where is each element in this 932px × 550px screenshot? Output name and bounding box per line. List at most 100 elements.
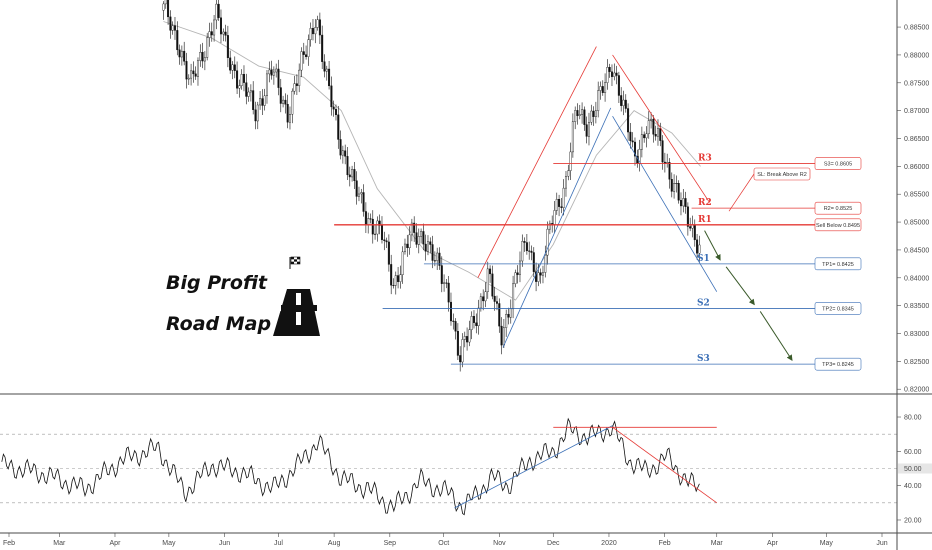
candle-body <box>180 50 183 58</box>
candle-body <box>647 120 650 134</box>
level-label-r2: R2 <box>698 198 712 208</box>
candle <box>505 309 508 337</box>
candle <box>222 28 225 42</box>
level-box[interactable]: Sell Below 0.8495 <box>814 218 862 232</box>
candle-body <box>263 95 266 106</box>
candle-body <box>433 260 436 262</box>
candle-body <box>314 27 317 35</box>
candle-body <box>684 198 687 207</box>
candle <box>408 226 411 255</box>
candle-body <box>491 273 494 297</box>
level-box-text: TP1= 0.8425 <box>822 262 854 268</box>
candle-body <box>581 109 584 115</box>
candle <box>537 264 540 287</box>
candle-body <box>449 301 452 322</box>
candle-body <box>242 73 245 83</box>
candle <box>217 0 220 21</box>
candle <box>558 194 561 217</box>
time-tick-label: Nov <box>493 540 506 547</box>
candle-body <box>668 162 671 180</box>
candle <box>279 78 282 113</box>
candle-body <box>640 134 643 150</box>
candle-body <box>305 54 308 57</box>
candle-body <box>505 313 508 328</box>
candle-body <box>482 296 485 302</box>
level-box[interactable]: TP1= 0.8425 <box>814 257 862 271</box>
candle-body <box>523 241 526 243</box>
candle <box>178 44 181 65</box>
candle-body <box>576 110 579 116</box>
price-pane[interactable]: R3 S3= 0.8605 R2 R2= 0.8525 R1 Sell Below 0.8… <box>162 0 862 372</box>
candle <box>288 106 291 130</box>
checkered-flag-icon <box>289 256 301 269</box>
price-tick-label: 0.86000 <box>904 164 929 171</box>
candle <box>560 197 563 214</box>
price-tick-label: 0.83000 <box>904 331 929 338</box>
candle-body <box>229 57 232 71</box>
candle-body <box>514 272 517 285</box>
candle <box>597 81 600 118</box>
level-box[interactable]: R2= 0.8525 <box>814 201 862 215</box>
candle <box>466 327 469 351</box>
candle-body <box>307 39 310 57</box>
candle-body <box>362 192 365 212</box>
candle-body <box>233 64 236 71</box>
candle-body <box>173 25 176 31</box>
title-line-1: Big Profit <box>166 272 268 294</box>
candle <box>190 63 193 86</box>
candle-body <box>332 106 335 110</box>
candle <box>353 162 356 189</box>
candle-body <box>627 108 630 133</box>
time-tick-label: May <box>162 540 176 547</box>
candle <box>272 66 275 85</box>
candle <box>397 267 400 289</box>
candle-body <box>298 69 301 86</box>
candle-body <box>422 231 425 245</box>
candle-body <box>555 199 558 211</box>
candle <box>470 311 473 340</box>
time-tick-label: Jun <box>876 540 887 547</box>
candle <box>183 41 186 66</box>
candle <box>576 103 579 125</box>
sl-callout[interactable]: SL: Break Above R2 <box>753 167 811 181</box>
candle <box>604 73 607 102</box>
candle-body <box>438 252 441 266</box>
candle-body <box>275 68 278 73</box>
candle <box>325 65 328 81</box>
candle-body <box>383 239 386 241</box>
candle <box>167 0 170 25</box>
title-block: Big Profit Road Map <box>166 256 320 336</box>
candle <box>489 265 492 283</box>
candle-body <box>537 272 540 282</box>
candle <box>323 54 326 78</box>
candle <box>578 104 581 120</box>
candle <box>332 100 335 117</box>
candle-body <box>546 228 549 256</box>
level-box[interactable]: TP3= 0.8245 <box>814 357 862 371</box>
level-box-frame <box>814 257 862 271</box>
candle <box>567 164 570 181</box>
candle <box>385 237 388 249</box>
candle-body <box>624 99 627 109</box>
candle-body <box>592 110 595 117</box>
candle <box>344 144 347 165</box>
price-tick-label: 0.85000 <box>904 220 929 227</box>
rsi-pane[interactable] <box>0 417 897 516</box>
candle <box>438 247 441 270</box>
candle-body <box>224 31 227 36</box>
level-box[interactable]: S3= 0.8605 <box>814 157 862 170</box>
projection-arrow <box>725 266 755 306</box>
projection-arrow <box>704 230 721 261</box>
candle <box>265 69 268 104</box>
candle <box>410 218 413 242</box>
candle <box>383 231 386 251</box>
candle <box>362 184 365 217</box>
level-box[interactable]: TP2= 0.8345 <box>814 302 862 315</box>
candle <box>254 101 257 130</box>
candle <box>321 25 324 69</box>
candle <box>162 1 165 20</box>
candle <box>302 42 305 64</box>
candle-body <box>599 86 602 91</box>
candle-body <box>502 327 505 346</box>
